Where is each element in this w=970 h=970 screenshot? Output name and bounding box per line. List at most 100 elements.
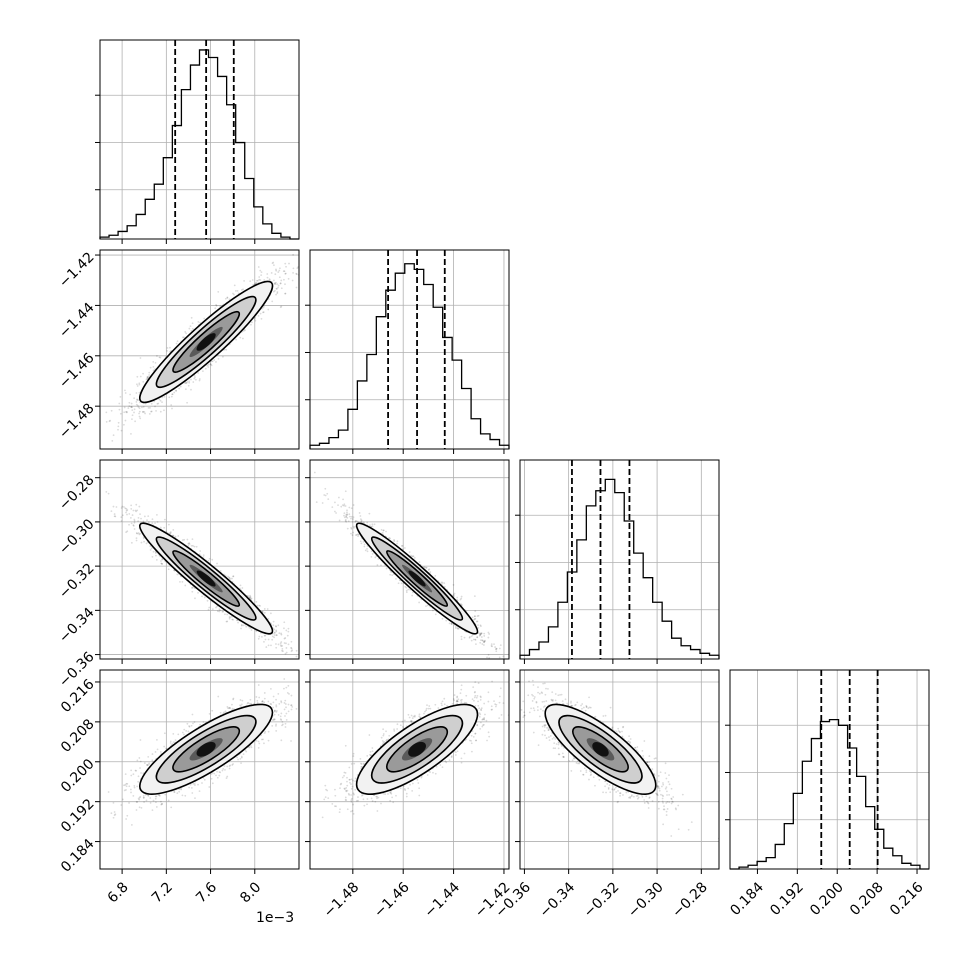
sample-point xyxy=(270,644,272,647)
sample-point xyxy=(283,627,285,630)
sample-point xyxy=(255,279,258,282)
sample-point xyxy=(280,633,283,636)
panel-background xyxy=(310,250,509,449)
sample-point xyxy=(273,636,275,639)
sample-point xyxy=(135,401,138,403)
sample-point xyxy=(148,413,151,415)
sample-point xyxy=(207,559,210,562)
sample-point xyxy=(280,645,283,648)
sample-point xyxy=(279,282,282,285)
sample-point xyxy=(192,544,194,547)
sample-point xyxy=(119,412,122,415)
sample-point xyxy=(232,618,234,621)
sample-point xyxy=(191,327,194,330)
sample-point xyxy=(242,330,245,332)
sample-point xyxy=(150,410,152,413)
sample-point xyxy=(251,321,253,324)
sample-point xyxy=(154,522,156,525)
sample-point xyxy=(268,278,271,281)
y-tick-label: −1.48 xyxy=(56,401,98,443)
sample-point xyxy=(109,419,112,422)
sample-point xyxy=(222,355,224,358)
sample-point xyxy=(142,537,145,540)
panel-content xyxy=(105,491,306,658)
sample-point xyxy=(256,604,259,607)
sample-point xyxy=(278,276,281,279)
sample-point xyxy=(174,535,177,538)
sample-point xyxy=(202,554,205,557)
sample-point xyxy=(258,604,261,607)
sample-point xyxy=(184,584,187,587)
sample-point xyxy=(279,267,281,270)
sample-point xyxy=(275,634,278,637)
sample-point xyxy=(211,608,214,611)
sample-point xyxy=(156,521,159,523)
sample-point xyxy=(198,553,201,556)
sample-point xyxy=(292,271,294,274)
sample-point xyxy=(295,286,298,289)
sample-point xyxy=(120,516,123,518)
sample-point xyxy=(128,512,131,515)
sample-point xyxy=(257,637,260,640)
sample-point xyxy=(234,289,237,292)
sample-point xyxy=(242,288,244,291)
sample-point xyxy=(267,617,270,620)
sample-point xyxy=(250,597,253,600)
sample-point xyxy=(228,576,231,579)
sample-point xyxy=(247,595,250,598)
sample-point xyxy=(136,404,139,407)
sample-point xyxy=(171,393,174,396)
sample-point xyxy=(142,520,145,523)
sample-point xyxy=(304,651,306,653)
sample-point xyxy=(121,514,124,517)
sample-point xyxy=(130,433,132,435)
sample-point xyxy=(275,629,278,632)
sample-point xyxy=(275,281,277,284)
sample-point xyxy=(115,506,118,508)
sample-point xyxy=(147,376,150,378)
sample-point xyxy=(113,515,116,518)
sample-point xyxy=(188,327,191,330)
sample-point xyxy=(213,359,216,361)
sample-point xyxy=(193,545,196,548)
histogram-step-line xyxy=(519,478,720,659)
sample-point xyxy=(262,311,265,313)
sample-point xyxy=(283,621,286,624)
sample-point xyxy=(187,542,190,545)
sample-point xyxy=(135,392,138,394)
sample-point xyxy=(281,650,284,653)
sample-point xyxy=(245,625,248,628)
sample-point xyxy=(128,401,131,404)
sample-point xyxy=(216,610,219,613)
density-peak xyxy=(196,333,216,351)
sample-point xyxy=(156,402,159,405)
sample-point xyxy=(186,538,189,541)
sample-point xyxy=(163,518,166,521)
sample-point xyxy=(135,510,138,513)
sample-point xyxy=(230,615,233,618)
sample-point xyxy=(203,317,206,320)
histogram-step-line xyxy=(99,49,299,240)
sample-point xyxy=(126,509,129,511)
sample-point xyxy=(135,539,138,542)
sample-point xyxy=(179,385,182,388)
sample-point xyxy=(148,374,151,376)
sample-point xyxy=(275,646,278,649)
sample-point xyxy=(285,265,287,268)
sample-point xyxy=(190,316,193,319)
sample-point xyxy=(150,402,153,405)
sample-point xyxy=(188,543,191,545)
sample-point xyxy=(134,509,137,512)
panel-frame xyxy=(99,249,300,450)
sample-point xyxy=(285,642,287,645)
sample-point xyxy=(267,298,270,300)
sample-point xyxy=(190,544,193,547)
sample-point xyxy=(228,617,231,620)
sample-point xyxy=(277,284,280,287)
sample-point xyxy=(204,367,207,370)
panel-content xyxy=(105,253,299,442)
sample-point xyxy=(135,532,138,534)
sample-point xyxy=(244,329,246,332)
sample-point xyxy=(240,289,243,291)
sample-point xyxy=(249,596,251,599)
